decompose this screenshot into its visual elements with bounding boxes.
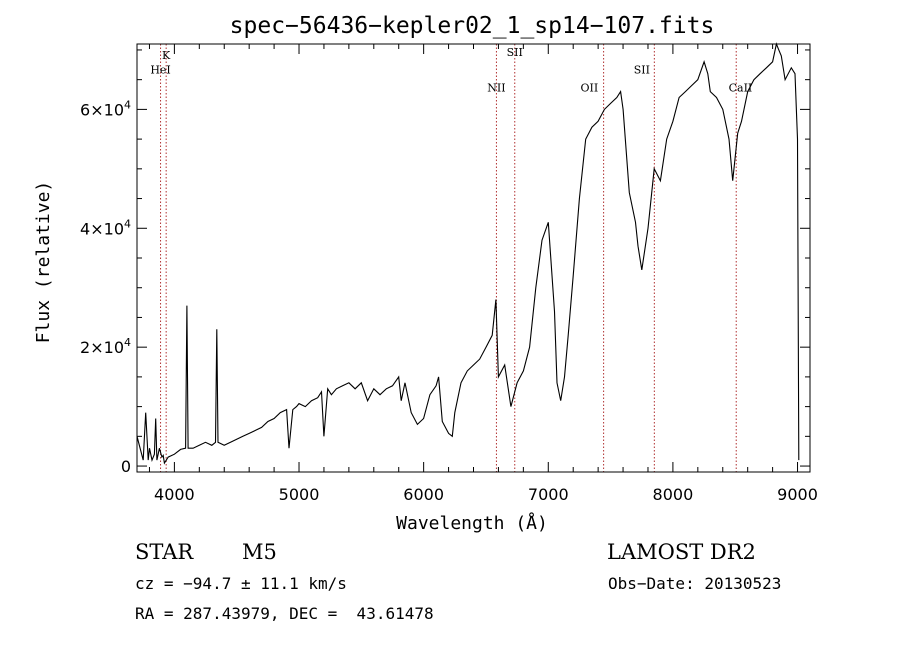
object-subclass: M5 [242, 540, 277, 564]
survey-name: LAMOST DR2 [607, 540, 756, 564]
x-tick-label-0: 4000 [154, 485, 195, 504]
emission-line-labels: K HeI NII SII OII SII CaII [150, 46, 752, 95]
line-label-4: OII [581, 82, 599, 95]
x-tick-label-4: 8000 [653, 485, 694, 504]
line-label-3: SII [507, 46, 523, 59]
line-label-6: CaII [729, 82, 753, 95]
line-label-5: SII [634, 64, 650, 77]
y-tick-label-3: 6×104 [80, 98, 131, 119]
y-tick-labels: 0 2×104 4×104 6×104 [80, 98, 131, 476]
line-label-0: K [162, 49, 171, 62]
sky-coordinates: RA = 287.43979, DEC = 43.61478 [135, 604, 434, 623]
y-tick-label-1: 2×104 [80, 336, 131, 357]
spectrum-series-line [136, 42, 800, 465]
plot-frame [136, 43, 811, 473]
x-tick-label-2: 6000 [403, 485, 444, 504]
x-tick-label-3: 7000 [528, 485, 569, 504]
chart-title: spec−56436−kepler02_1_sp14−107.fits [230, 13, 715, 39]
line-label-2: NII [487, 82, 505, 95]
y-tick-label-0: 0 [121, 457, 131, 476]
object-type: STAR [135, 540, 194, 564]
line-label-1: HeI [150, 64, 170, 77]
emission-line-markers [160, 44, 737, 472]
y-tick-label-2: 4×104 [80, 217, 131, 238]
redshift-velocity: cz = −94.7 ± 11.1 km/s [135, 574, 347, 593]
x-tick-labels: 4000 5000 6000 7000 8000 9000 [154, 485, 818, 504]
x-tick-label-5: 9000 [777, 485, 818, 504]
axis-ticks [137, 44, 810, 472]
observation-date: Obs−Date: 20130523 [608, 574, 782, 593]
y-axis-label: Flux (relative) [33, 181, 54, 344]
x-axis-label: Wavelength (Å) [396, 512, 548, 534]
x-tick-label-1: 5000 [279, 485, 320, 504]
